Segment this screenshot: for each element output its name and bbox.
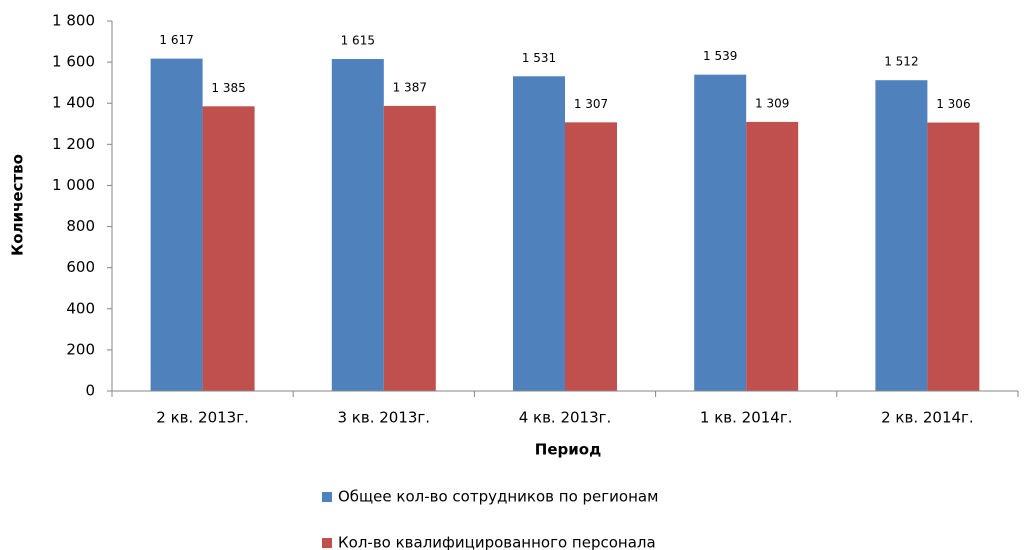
y-tick-label: 1 600: [52, 53, 95, 71]
y-tick-label: 1 200: [52, 135, 95, 153]
y-tick-label: 1 400: [52, 94, 95, 112]
bar: [565, 122, 617, 391]
bar: [202, 106, 255, 392]
value-label: 1 617: [159, 33, 193, 47]
y-tick-label: 800: [66, 217, 95, 235]
value-label: 1 512: [884, 55, 918, 69]
y-tick-label: 400: [66, 299, 95, 317]
y-tick-label: 200: [66, 340, 95, 358]
y-tick-label: 1 800: [52, 12, 95, 30]
legend-label: Общее кол-во сотрудников по регионам: [338, 488, 658, 506]
x-tick-label: 3 кв. 2013г.: [338, 409, 431, 427]
bar: [927, 122, 980, 392]
bar: [513, 76, 565, 392]
value-label: 1 309: [755, 96, 789, 110]
y-tick-label: 0: [85, 382, 95, 400]
bar: [875, 80, 928, 391]
x-tick-label: 1 кв. 2014г.: [700, 409, 793, 427]
value-label: 1 615: [341, 34, 375, 48]
value-label: 1 531: [522, 51, 556, 65]
value-label: 1 387: [393, 80, 427, 94]
bar: [150, 58, 203, 391]
legend-swatch: [322, 538, 332, 548]
value-label: 1 385: [211, 81, 245, 95]
bar: [331, 59, 384, 392]
x-axis-title: Период: [535, 441, 601, 459]
value-label: 1 307: [574, 97, 608, 111]
x-tick-label: 4 кв. 2013г.: [519, 409, 612, 427]
x-tick-label: 2 кв. 2014г.: [881, 409, 974, 427]
y-tick-label: 600: [66, 258, 95, 276]
bar: [694, 74, 747, 392]
bar: [746, 121, 799, 391]
x-tick-label: 2 кв. 2013г.: [156, 409, 249, 427]
y-tick-label: 1 000: [52, 176, 95, 194]
value-label: 1 306: [936, 97, 970, 111]
y-axis-title: Количество: [9, 154, 27, 256]
bar: [383, 105, 436, 392]
value-label: 1 539: [703, 49, 737, 63]
legend-swatch: [322, 492, 332, 502]
legend-label: Кол-во квалифицированного персонала: [338, 534, 656, 550]
